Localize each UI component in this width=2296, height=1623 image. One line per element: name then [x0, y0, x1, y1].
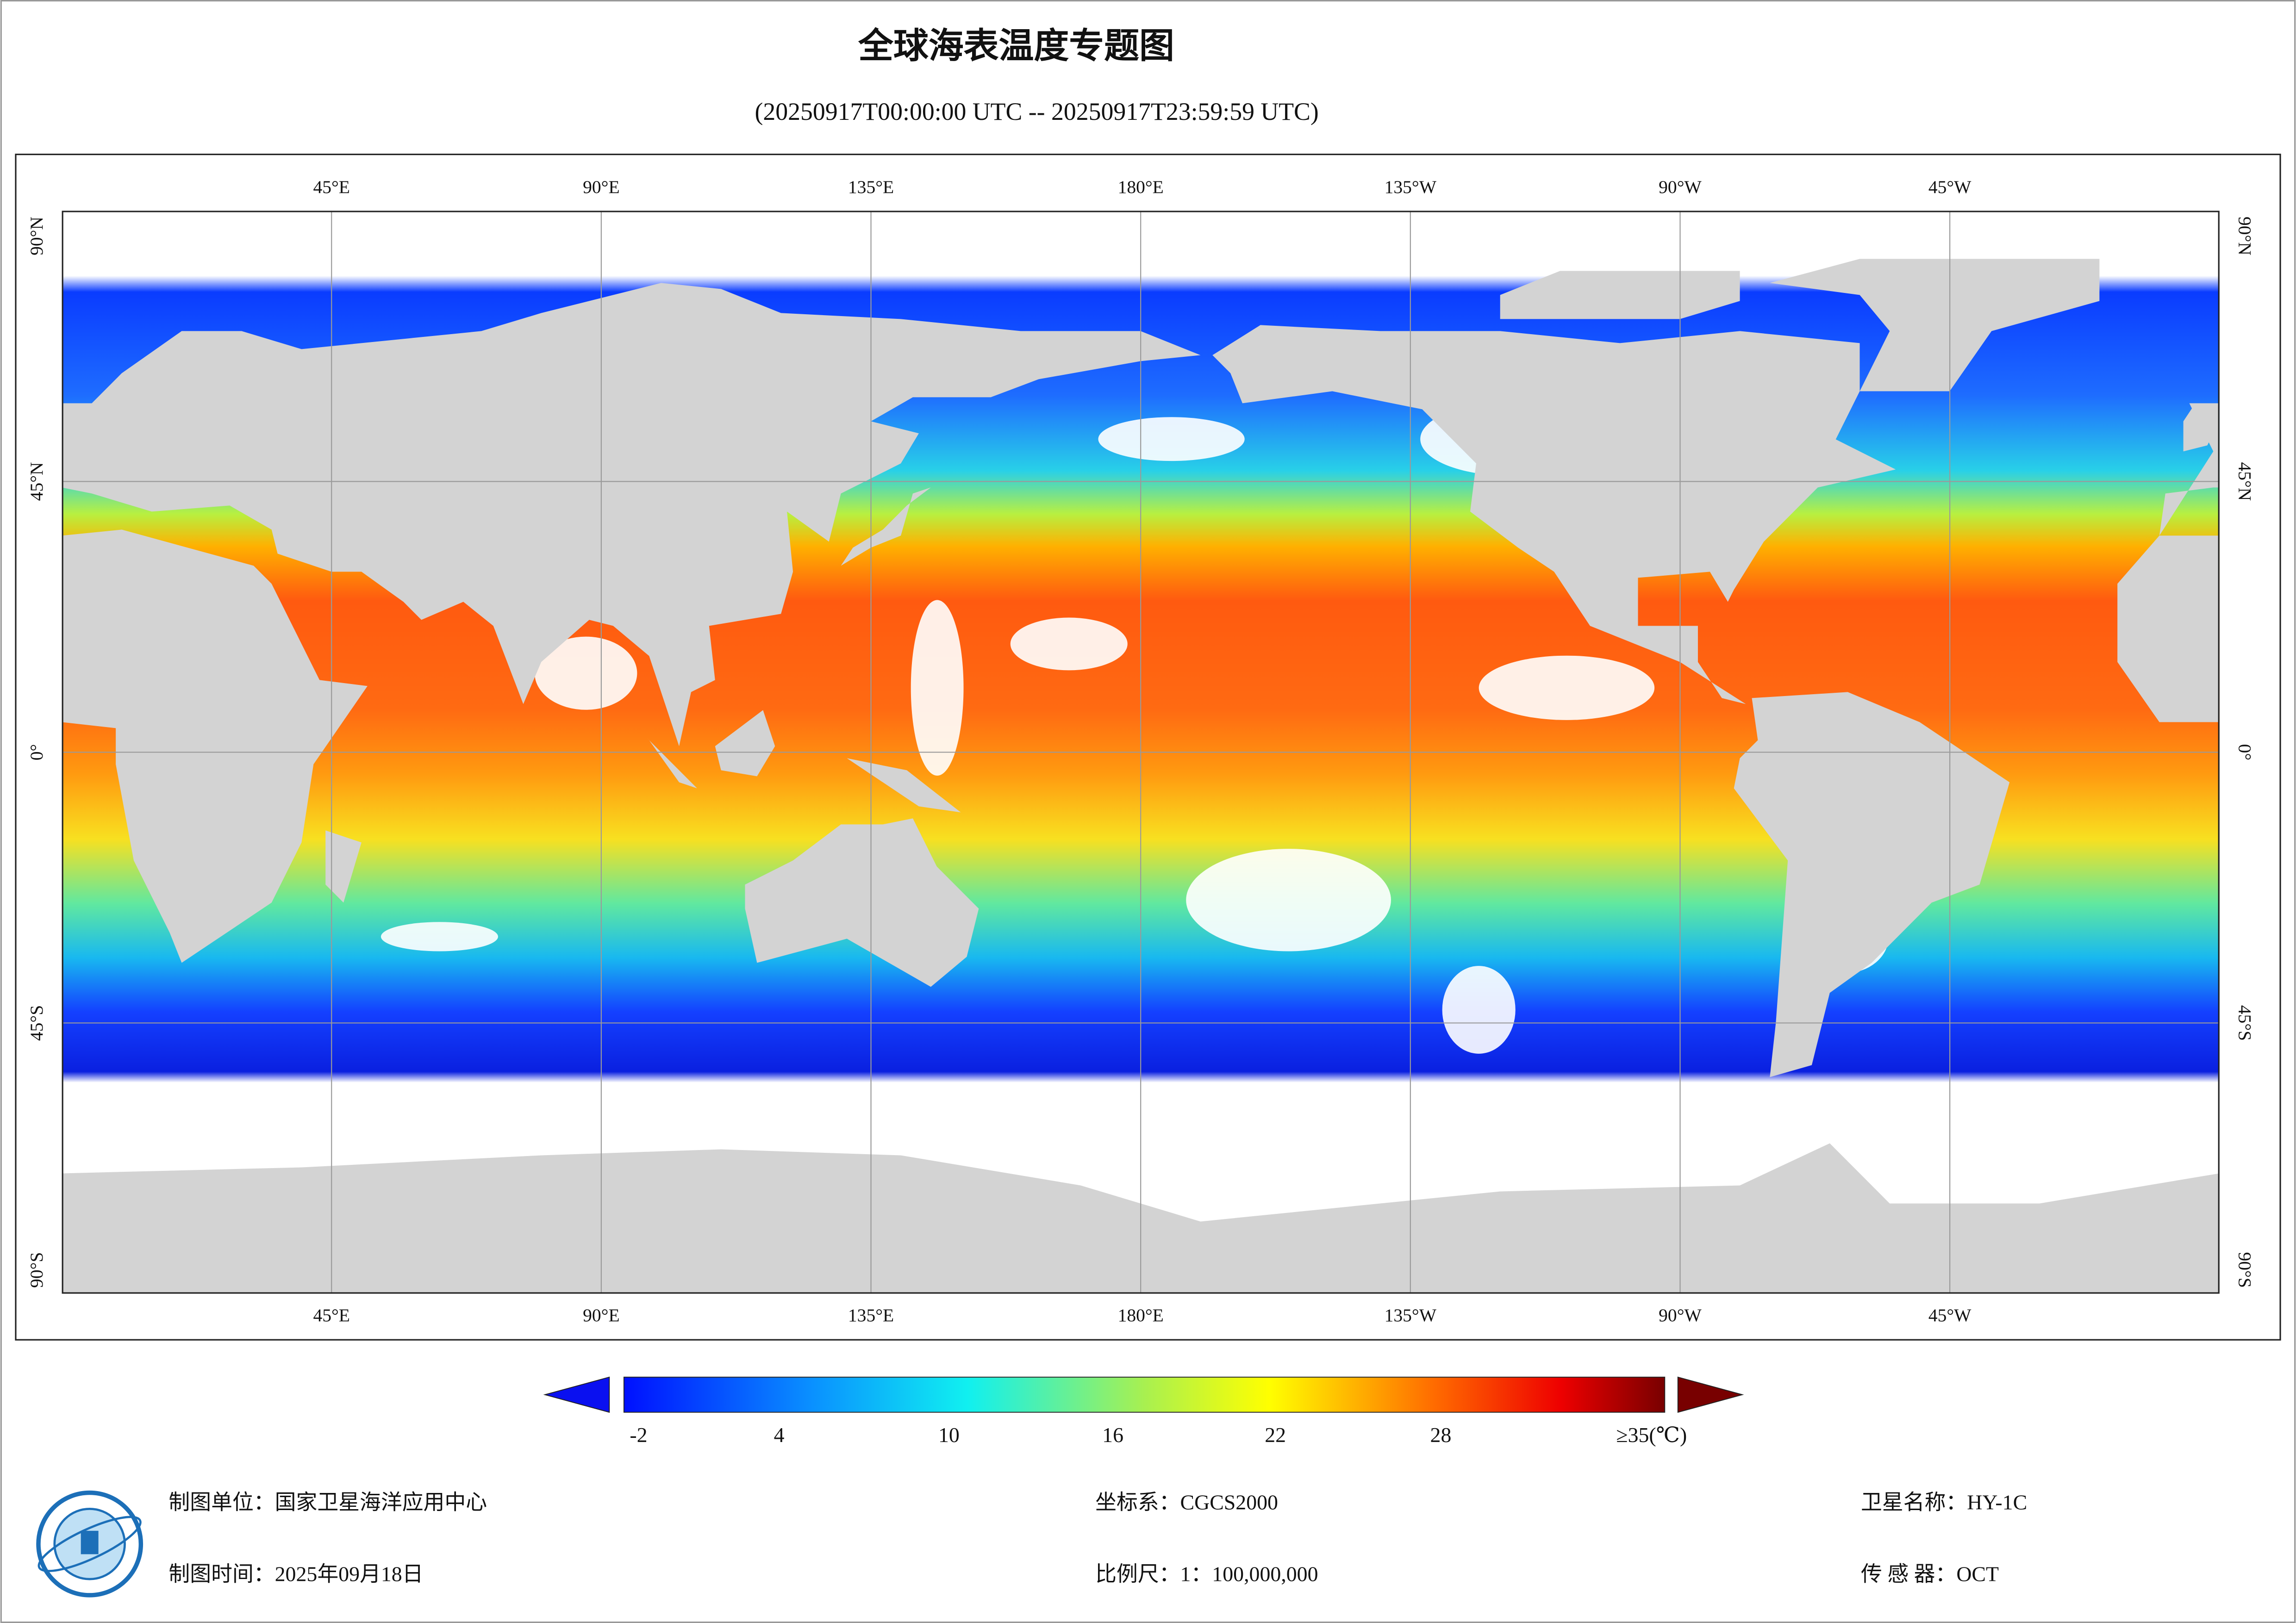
colorbar-low-arrow — [543, 1376, 610, 1413]
lon-label-top: 90°E — [583, 177, 619, 197]
graticule — [62, 211, 2220, 1294]
lon-label-top: 135°E — [848, 177, 894, 197]
colorbar — [623, 1376, 1666, 1413]
lon-label-top: 135°W — [1385, 177, 1437, 197]
lon-label-bottom: 90°W — [1659, 1305, 1702, 1325]
lat-label-right: 90°S — [2234, 1252, 2255, 1288]
lon-label-top: 180°E — [1118, 177, 1164, 197]
map-area — [62, 211, 2220, 1294]
map-frame — [15, 154, 2281, 1341]
map-scale: 比例尺：1：100,000,000 — [1095, 1562, 1318, 1586]
satellite: 卫星名称：HY-1C — [1861, 1490, 2027, 1514]
colorbar-tick-label: 16 — [1102, 1423, 1123, 1447]
sensor: 传 感 器：OCT — [1861, 1562, 1999, 1586]
coordinate-system: 坐标系：CGCS2000 — [1095, 1490, 1278, 1514]
lon-label-top: 45°W — [1928, 177, 1972, 197]
lon-label-bottom: 45°W — [1928, 1305, 1972, 1325]
lon-label-bottom: 90°E — [583, 1305, 619, 1325]
lon-label-top: 45°E — [313, 177, 349, 197]
lat-label-right: 0° — [2234, 744, 2255, 761]
lat-label-right: 45°S — [2234, 1005, 2255, 1041]
colorbar-tick-label: ≥35(℃) — [1616, 1423, 1687, 1447]
lat-label-right: 90°N — [2234, 217, 2255, 255]
colorbar-ticks: -2 4 10 16 22 28 ≥35(℃) — [630, 1423, 1687, 1447]
colorbar-tick-label: -2 — [630, 1423, 647, 1447]
colorbar-high-arrow — [1677, 1376, 1744, 1413]
logo — [36, 1490, 144, 1598]
map-subtitle: (20250917T00:00:00 UTC -- 20250917T23:59… — [755, 98, 1319, 125]
lon-label-top: 90°W — [1659, 177, 1702, 197]
lon-label-bottom: 135°E — [848, 1305, 894, 1325]
lon-label-bottom: 45°E — [313, 1305, 349, 1325]
lat-label-left: 90°S — [26, 1252, 47, 1288]
lat-label-left: 90°N — [26, 217, 47, 255]
map-title: 全球海表温度专题图 — [858, 27, 1174, 66]
lat-label-left: 45°S — [26, 1005, 47, 1041]
production-date: 制图时间：2025年09月18日 — [168, 1562, 423, 1586]
colorbar-tick-label: 28 — [1430, 1423, 1452, 1447]
colorbar-tick-label: 10 — [938, 1423, 960, 1447]
colorbar-tick-label: 4 — [774, 1423, 785, 1447]
lat-label-right: 45°N — [2234, 462, 2255, 501]
lon-label-bottom: 135°W — [1385, 1305, 1437, 1325]
lat-label-left: 45°N — [26, 462, 47, 501]
producer: 制图单位：国家卫星海洋应用中心 — [168, 1490, 487, 1514]
map-border — [62, 211, 2220, 1294]
lat-label-left: 0° — [26, 744, 47, 761]
lon-label-bottom: 180°E — [1118, 1305, 1164, 1325]
coordinate-labels: 45°E 45°E 90°E 90°E 135°E 135°E 180°E 180°E 135°… — [26, 177, 2255, 1325]
colorbar-tick-label: 22 — [1265, 1423, 1286, 1447]
